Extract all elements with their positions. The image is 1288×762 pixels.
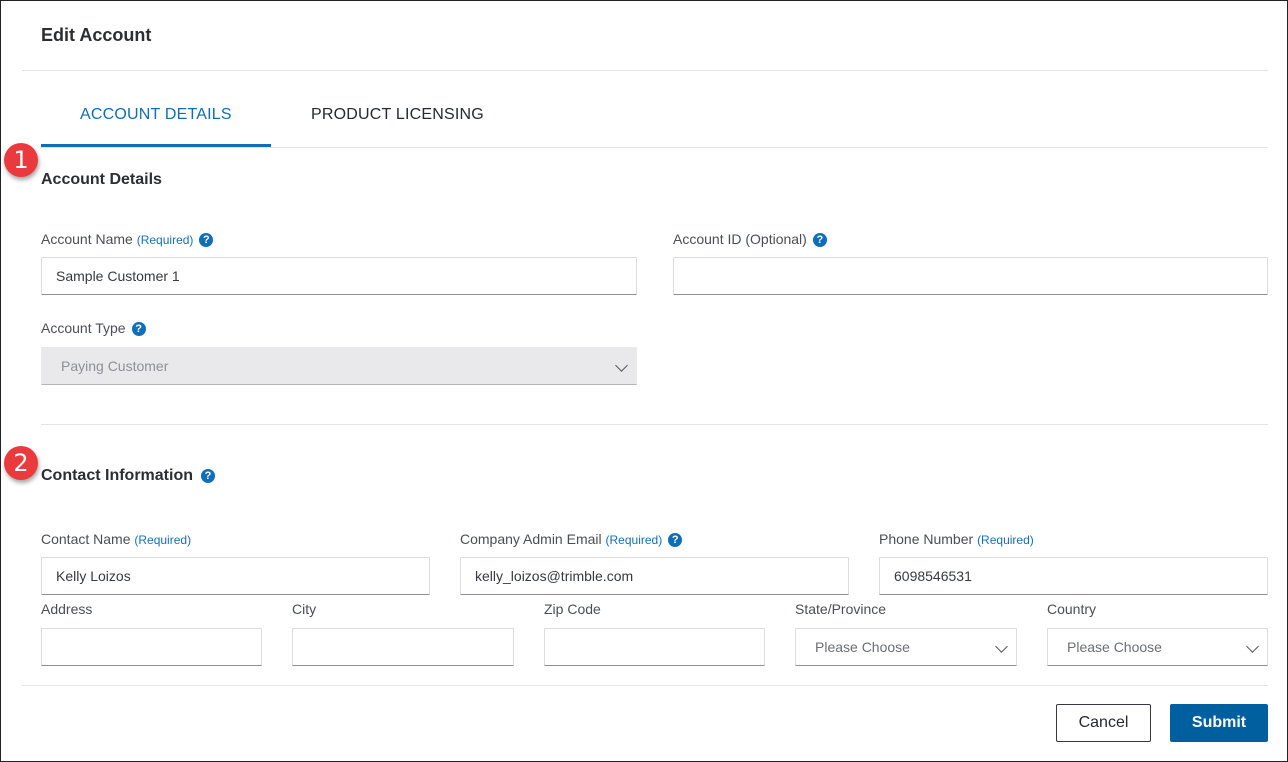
footer-divider [22,685,1268,686]
help-icon[interactable]: ? [131,322,146,336]
account-id-input[interactable] [673,257,1268,295]
divider [41,424,1268,425]
admin-email-input[interactable]: kelly_loizos@trimble.com [460,557,849,595]
select-value: Paying Customer [61,358,169,374]
label-text: Account Type [41,320,126,336]
select-value: Please Choose [815,639,910,655]
address-input[interactable] [41,628,262,666]
divider [22,70,1268,71]
state-select[interactable]: Please Choose [795,628,1017,666]
account-id-label: Account ID (Optional)? [673,231,827,247]
contact-name-label: Contact Name (Required) [41,531,191,547]
phone-input[interactable]: 6098546531 [879,557,1268,595]
account-type-select[interactable]: Paying Customer [41,347,637,385]
help-icon[interactable]: ? [668,533,683,547]
chevron-down-icon [995,640,1008,653]
admin-email-label: Company Admin Email (Required)? [460,531,683,547]
label-text: Account ID (Optional) [673,231,807,247]
tab-bar-border [41,147,1268,148]
label-text: Account Name [41,231,133,247]
country-select[interactable]: Please Choose [1047,628,1268,666]
zip-input[interactable] [544,628,765,666]
label-text: Company Admin Email [460,531,602,547]
dialog-title: Edit Account [41,25,152,45]
country-label: Country [1047,601,1097,617]
account-name-input[interactable]: Sample Customer 1 [41,257,637,295]
account-type-label: Account Type? [41,320,146,336]
select-value: Please Choose [1067,639,1162,655]
city-input[interactable] [292,628,514,666]
cancel-button[interactable]: Cancel [1056,704,1151,742]
city-label: City [292,601,317,617]
help-icon[interactable]: ? [199,233,214,247]
callout-badge-1: 1 [4,143,38,177]
phone-label: Phone Number (Required) [879,531,1034,547]
tab-product-licensing[interactable]: PRODUCT LICENSING [311,106,484,123]
heading-text: Contact Information [41,467,193,484]
chevron-down-icon [1246,640,1259,653]
label-text: Contact Name [41,531,131,547]
section-heading-account-details: Account Details [41,171,162,188]
label-text: Phone Number [879,531,974,547]
active-tab-indicator [41,144,271,147]
required-tag: (Required) [136,233,194,247]
chevron-down-icon [615,359,628,372]
contact-name-input[interactable]: Kelly Loizos [41,557,430,595]
address-label: Address [41,601,93,617]
state-label: State/Province [795,601,887,617]
tab-account-details[interactable]: ACCOUNT DETAILS [80,106,232,123]
callout-badge-2: 2 [4,446,38,480]
section-heading-contact: Contact Information? [41,467,215,485]
required-tag: (Required) [977,533,1034,547]
account-name-label: Account Name (Required)? [41,231,214,247]
help-icon[interactable]: ? [201,469,215,483]
help-icon[interactable]: ? [812,233,827,247]
submit-button[interactable]: Submit [1170,704,1268,742]
required-tag: (Required) [605,533,663,547]
zip-label: Zip Code [544,601,601,617]
required-tag: (Required) [134,533,192,547]
